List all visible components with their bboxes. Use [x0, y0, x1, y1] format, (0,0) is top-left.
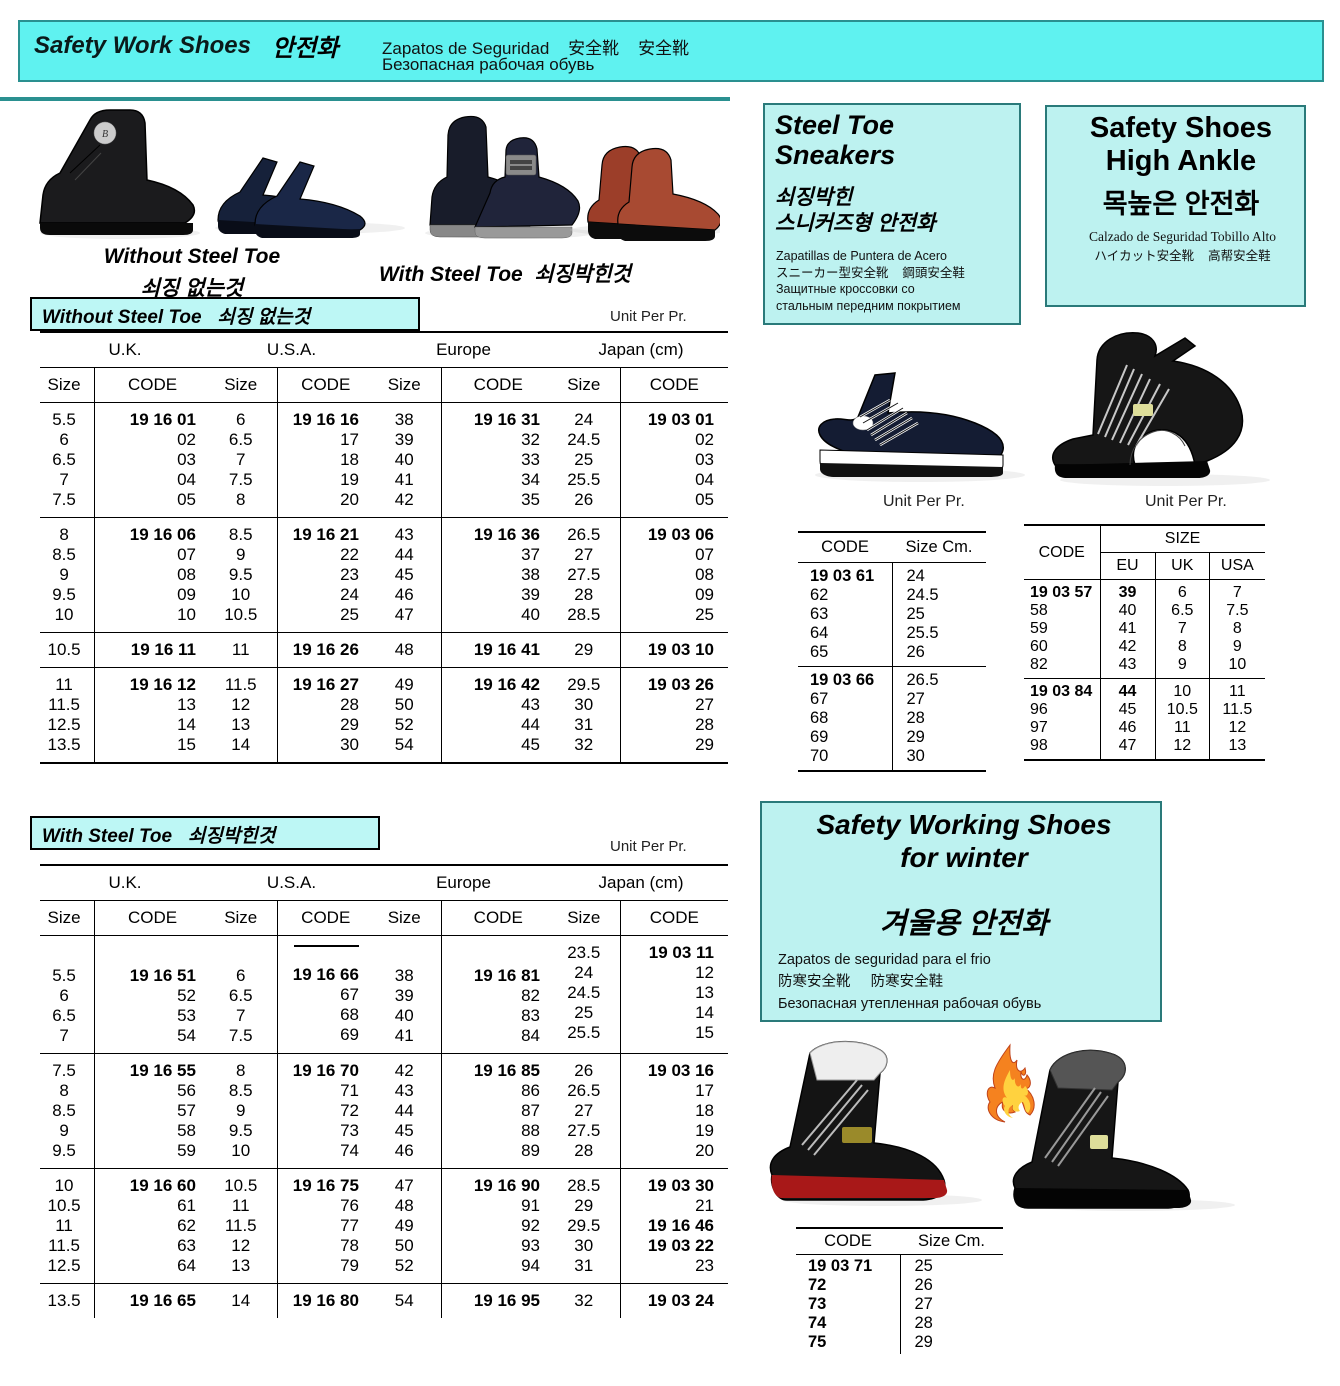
svg-text:B: B	[102, 129, 108, 140]
